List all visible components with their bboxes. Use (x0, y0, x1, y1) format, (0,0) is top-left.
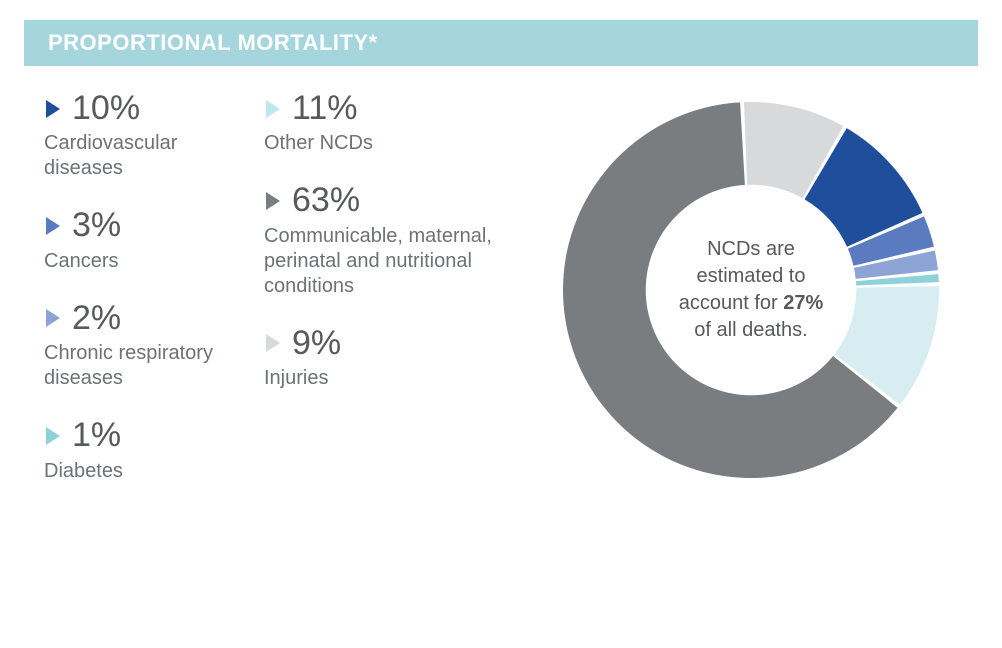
stat-value: 63% (292, 182, 360, 219)
stat-label: Cardiovascular diseases (44, 131, 234, 181)
stat-diabetes: 1% Diabetes (44, 417, 234, 483)
triangle-icon (44, 215, 62, 237)
stat-label: Communicable, maternal, perinatal and nu… (264, 224, 504, 299)
stat-label: Injuries (264, 366, 504, 391)
stat-value: 10% (72, 90, 140, 127)
stat-value: 2% (72, 300, 121, 337)
center-line2: estimated to (697, 265, 806, 287)
triangle-icon (264, 190, 282, 212)
triangle-icon (264, 332, 282, 354)
stat-value: 3% (72, 207, 121, 244)
chart-area: NCDs are estimated to account for 27% of… (524, 90, 978, 484)
center-line3-pre: account for (679, 292, 784, 314)
center-line1: NCDs are (707, 238, 795, 260)
content-area: 10% Cardiovascular diseases 3% Cancers (0, 90, 1002, 484)
legend-col-1: 10% Cardiovascular diseases 3% Cancers (44, 90, 234, 484)
center-line4: of all deaths. (694, 319, 807, 341)
triangle-icon (44, 425, 62, 447)
triangle-icon (44, 307, 62, 329)
stat-label: Diabetes (44, 459, 234, 484)
legend-columns: 10% Cardiovascular diseases 3% Cancers (44, 90, 504, 484)
stat-cancers: 3% Cancers (44, 207, 234, 273)
stat-cardiovascular: 10% Cardiovascular diseases (44, 90, 234, 181)
stat-injuries: 9% Injuries (264, 325, 504, 391)
triangle-icon (264, 98, 282, 120)
stat-communicable: 63% Communicable, maternal, perinatal an… (264, 182, 504, 298)
header-title: PROPORTIONAL MORTALITY* (48, 30, 378, 55)
legend-col-2: 11% Other NCDs 63% Communicable, materna… (264, 90, 504, 484)
stat-value: 11% (292, 90, 358, 127)
header-bar: PROPORTIONAL MORTALITY* (24, 20, 978, 66)
stat-other-ncds: 11% Other NCDs (264, 90, 504, 156)
center-line3-bold: 27% (783, 292, 823, 314)
stat-chronic-respiratory: 2% Chronic respiratory diseases (44, 300, 234, 391)
stat-label: Other NCDs (264, 131, 504, 156)
donut-chart: NCDs are estimated to account for 27% of… (561, 100, 941, 480)
stat-value: 1% (72, 417, 121, 454)
stat-label: Cancers (44, 249, 234, 274)
stat-label: Chronic respiratory diseases (44, 341, 234, 391)
stat-value: 9% (292, 325, 341, 362)
donut-center-text: NCDs are estimated to account for 27% of… (651, 236, 851, 344)
triangle-icon (44, 98, 62, 120)
